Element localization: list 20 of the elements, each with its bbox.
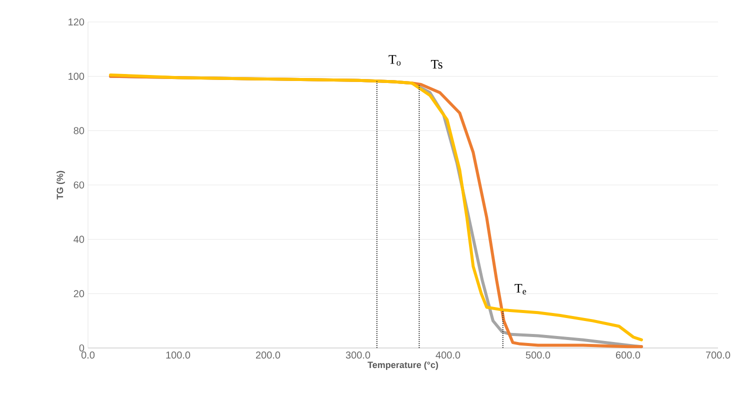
ref-line-label: T$_{e}$ [514, 284, 526, 294]
x-tick-label: 300.0 [346, 352, 370, 359]
y-tick-label: 40 [74, 236, 84, 243]
x-tick-label: 600.0 [616, 352, 640, 359]
y-tick-label: 20 [74, 290, 84, 298]
ref-line-label: T$_{o}$ [388, 55, 401, 66]
y-tick-label: 80 [74, 127, 84, 134]
x-tick-label: 200.0 [256, 352, 280, 359]
y-tick-label: 60 [74, 181, 84, 189]
x-tick-label: 100.0 [166, 352, 190, 359]
y-axis-title: TG (%) [56, 170, 65, 200]
y-tick-label: 120 [68, 18, 84, 26]
x-tick-label: 700.0 [706, 352, 730, 359]
ref-line-label: Ts [430, 60, 442, 69]
x-tick-label: 0.0 [81, 352, 95, 359]
x-axis-title: Temperature (°c) [368, 361, 438, 370]
x-tick-label: 400.0 [436, 352, 460, 359]
y-tick-label: 100 [68, 72, 84, 80]
x-tick-label: 500.0 [526, 352, 550, 359]
y-tick-label: 0 [79, 344, 84, 352]
